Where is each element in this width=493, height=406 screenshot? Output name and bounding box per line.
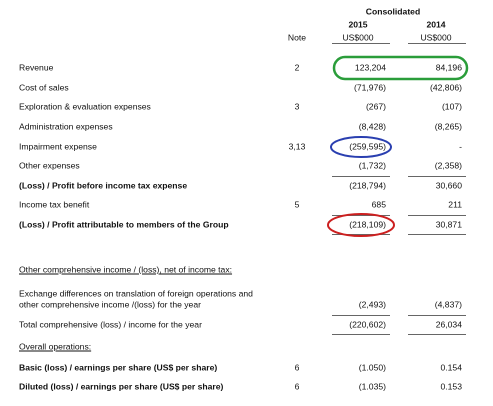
row-label: (Loss) / Profit attributable to members … (19, 219, 229, 230)
row-value: 30,871 (435, 219, 462, 230)
row-value: (220,602) (349, 319, 386, 330)
row-value: 0.153 (440, 381, 462, 392)
row-value: (42,806) (429, 82, 462, 93)
row-label: Total comprehensive (loss) / income for … (19, 319, 202, 330)
column-year: 2014 (426, 19, 446, 30)
row-value: (1.050) (358, 362, 386, 373)
highlight-blue (330, 136, 392, 158)
row-value: 685 (371, 199, 386, 210)
row-label: Basic (loss) / earnings per share (US$ p… (19, 362, 218, 373)
row-value: (8,428) (358, 121, 386, 132)
row-value: (2,358) (434, 160, 462, 171)
row-value: (107) (441, 101, 462, 112)
row-label: Exploration & evaluation expenses (19, 101, 151, 112)
row-value: (2,493) (358, 299, 386, 310)
row-note: 6 (294, 362, 300, 373)
row-value: (218,109) (349, 219, 386, 230)
row-label: Exchange differences on translation of f… (19, 288, 253, 299)
row-value: (8,265) (434, 121, 462, 132)
row-label: Administration expenses (19, 121, 113, 132)
highlight-green (332, 55, 469, 81)
row-value: 30,660 (435, 180, 462, 191)
row-value: - (459, 141, 462, 152)
column-unit: US$000 (420, 32, 452, 43)
row-value: 123,204 (354, 62, 386, 73)
row-label: Impairment expense (19, 141, 97, 152)
row-note: 3,13 (288, 141, 306, 152)
row-label: Diluted (loss) / earnings per share (US$… (19, 381, 224, 392)
row-label: Revenue (19, 62, 54, 73)
column-year: 2015 (348, 19, 368, 30)
row-value: 84,196 (435, 62, 462, 73)
row-note: 2 (294, 62, 300, 73)
row-value: (71,976) (353, 82, 386, 93)
note-header: Note (287, 32, 307, 43)
row-note: 6 (294, 381, 300, 392)
row-note: 5 (294, 199, 300, 210)
row-label: Other expenses (19, 160, 80, 171)
column-unit: US$000 (342, 32, 374, 43)
row-label: Overall operations: (19, 341, 92, 352)
row-label: Cost of sales (19, 82, 69, 93)
row-value: (218,794) (349, 180, 386, 191)
highlight-red (327, 213, 395, 237)
row-note: 3 (294, 101, 300, 112)
row-value: 26,034 (435, 319, 462, 330)
row-value: 0.154 (440, 362, 462, 373)
row-label: Other comprehensive income / (loss), net… (19, 264, 233, 275)
row-value: (4,837) (434, 299, 462, 310)
row-label: (Loss) / Profit before income tax expens… (19, 180, 188, 191)
row-label: other comprehensive income /(loss) for t… (19, 299, 201, 310)
row-value: (267) (365, 101, 386, 112)
row-value: (1,732) (358, 160, 386, 171)
row-value: 211 (448, 199, 462, 210)
row-value: (1.035) (358, 381, 386, 392)
header-title: Consolidated (365, 6, 421, 17)
row-value: (259,595) (349, 141, 386, 152)
row-label: Income tax benefit (19, 199, 90, 210)
